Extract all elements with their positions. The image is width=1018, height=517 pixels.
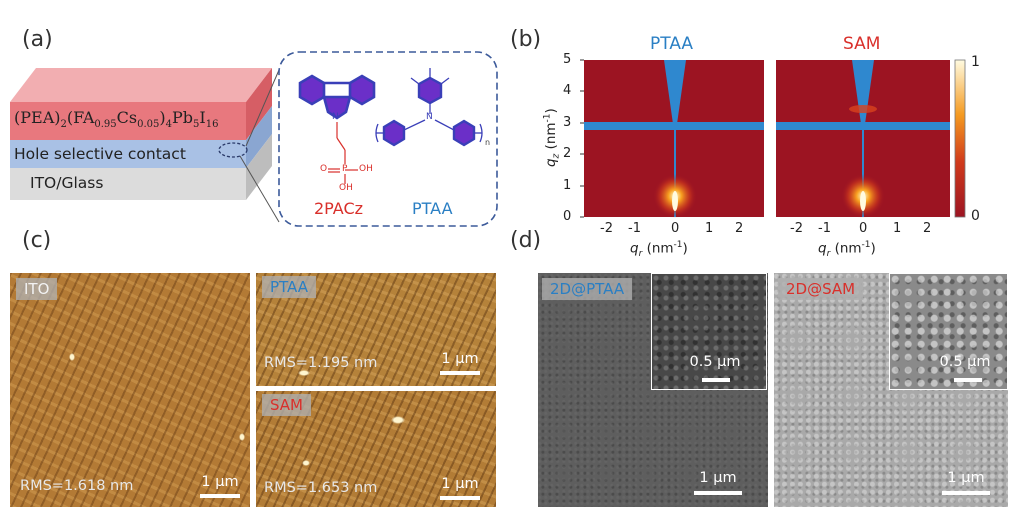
y-tick-5: 5	[563, 52, 572, 67]
gixd-map-ptaa	[584, 60, 764, 218]
x-tick-map2-1: 1	[893, 221, 902, 236]
y-tick-0: 0	[563, 209, 572, 224]
molecule-ptaa	[382, 76, 476, 147]
colorbar-max-label: 1	[971, 54, 980, 70]
y-tick-2: 2	[563, 146, 572, 161]
perovskite-layer-side	[246, 68, 272, 140]
x-axis-label-map1: qr (nm-1)	[630, 240, 688, 260]
perovskite-layer	[10, 102, 246, 140]
y-axis-label: qz (nm-1)	[542, 108, 562, 168]
afm-image-ptaa: PTAA RMS=1.195 nm 1 μm	[256, 273, 496, 386]
sem-tag-ptaa: 2D@PTAA	[542, 278, 633, 300]
afm-image-sam: SAM RMS=1.653 nm 1 μm	[256, 391, 496, 507]
sem-scale-label-ptaa: 1 μm	[699, 470, 737, 486]
afm-scale-bar-sam	[440, 496, 480, 500]
hydroxyl-label-1: OH	[359, 164, 373, 174]
afm-rms-sam: RMS=1.653 nm	[264, 480, 378, 496]
perovskite-formula: (PEA)2(FA0.95Cs0.05)4Pb5I16	[14, 108, 219, 131]
x-tick-map2-2: 2	[923, 221, 932, 236]
ito-layer	[10, 168, 246, 200]
phosphorus-label: P	[342, 164, 348, 174]
contact-layer-side	[246, 106, 272, 168]
x-tick-map2-m2: -2	[790, 221, 803, 236]
x-tick-map1-0: 0	[671, 221, 680, 236]
ito-layer-label: ITO/Glass	[30, 174, 104, 192]
molecule-ptaa-label: PTAA	[412, 199, 453, 218]
sem-scale-bar-ptaa	[694, 491, 742, 495]
afm-scale-label-ito: 1 μm	[201, 474, 239, 490]
layer-stack	[10, 68, 272, 200]
sem-image-sam: 2D@SAM 0.5 μm 1 μm	[774, 273, 1008, 507]
contact-layer-label: Hole selective contact	[14, 145, 186, 163]
hydroxyl-label-2: OH	[339, 183, 353, 193]
zoom-line-top	[245, 69, 280, 147]
x-tick-map2-m1: -1	[818, 221, 831, 236]
x-tick-map1-m1: -1	[628, 221, 641, 236]
gixd-title-ptaa: PTAA	[650, 34, 694, 54]
contact-layer	[10, 140, 246, 168]
x-tick-map1-1: 1	[705, 221, 714, 236]
y-tick-1: 1	[563, 178, 572, 193]
x-tick-map1-m2: -2	[600, 221, 613, 236]
perovskite-layer-top-face	[10, 68, 272, 102]
molecule-box	[278, 51, 498, 227]
afm-scale-label-sam: 1 μm	[441, 476, 479, 492]
molecule-2pacz	[298, 74, 376, 120]
afm-rms-ptaa: RMS=1.195 nm	[264, 355, 378, 371]
sem-inset-sam: 0.5 μm	[889, 273, 1008, 390]
panel-label-b: (b)	[510, 27, 542, 52]
afm-rms-ito: RMS=1.618 nm	[20, 478, 134, 494]
colorbar	[954, 59, 966, 218]
afm-tag-ito: ITO	[16, 278, 58, 300]
sem-image-ptaa: 2D@PTAA 0.5 μm 1 μm	[538, 273, 768, 507]
sem-inset-ptaa: 0.5 μm	[651, 273, 767, 390]
polymer-subscript: n	[485, 138, 491, 147]
colorbar-min-label: 0	[971, 208, 980, 224]
x-tick-map2-0: 0	[859, 221, 868, 236]
panel-label-a: (a)	[22, 27, 53, 52]
sem-tag-sam: 2D@SAM	[778, 278, 864, 300]
x-axis-label-map2: qr (nm-1)	[818, 240, 876, 260]
sem-scale-label-sam: 1 μm	[947, 470, 985, 486]
nitrogen-label-2pacz: N	[332, 112, 339, 122]
sem-scale-bar-sam	[942, 491, 990, 495]
sem-inset-scale-label-ptaa: 0.5 μm	[689, 354, 741, 370]
gixd-map-sam	[776, 60, 950, 218]
gixd-title-sam: SAM	[843, 34, 881, 54]
zoom-line-bottom	[239, 155, 280, 223]
nitrogen-label-ptaa: N	[426, 112, 433, 122]
panel-label-d: (d)	[510, 228, 542, 253]
afm-tag-sam: SAM	[262, 394, 312, 416]
y-tick-3: 3	[563, 115, 572, 130]
x-tick-map1-2: 2	[735, 221, 744, 236]
sem-inset-scale-label-sam: 0.5 μm	[939, 354, 991, 370]
afm-tag-ptaa: PTAA	[262, 276, 316, 298]
panel-label-c: (c)	[22, 228, 52, 253]
molecule-2pacz-label: 2PACz	[314, 199, 364, 218]
afm-scale-label-ptaa: 1 μm	[441, 351, 479, 367]
sem-inset-scale-bar-ptaa	[702, 378, 730, 382]
afm-image-ito: ITO RMS=1.618 nm 1 μm	[10, 273, 250, 507]
ito-layer-side	[246, 134, 272, 200]
zoom-ellipse	[218, 142, 248, 158]
afm-scale-bar-ptaa	[440, 371, 480, 375]
afm-scale-bar-ito	[200, 494, 240, 498]
y-tick-4: 4	[563, 83, 572, 98]
y-axis-ticks	[580, 59, 584, 218]
sem-inset-scale-bar-sam	[954, 378, 982, 382]
oxygen-label: O	[320, 164, 328, 174]
